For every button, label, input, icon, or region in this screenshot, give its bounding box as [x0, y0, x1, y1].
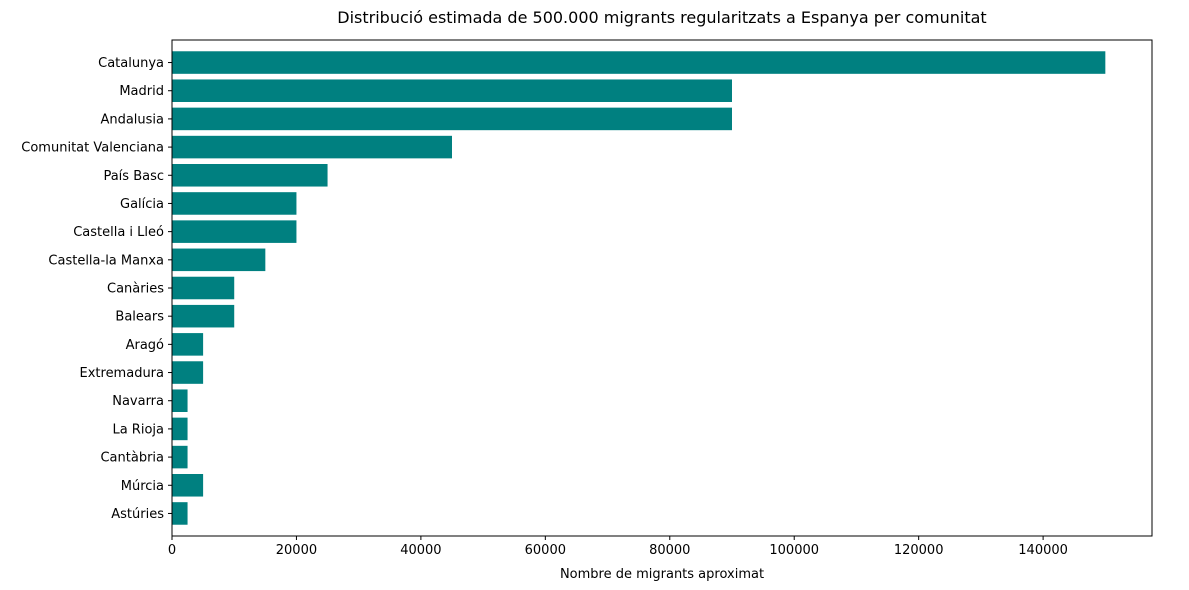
x-axis-ticks: 0 20000 40000 60000 80000 100000 120000 140000: [168, 536, 1068, 558]
plot-frame: [171, 39, 1153, 537]
bar: [172, 502, 188, 525]
y-tick-label: Canàries: [107, 282, 164, 297]
bar: [172, 220, 297, 243]
y-tick-label: Madrid: [119, 84, 164, 99]
bar: [172, 164, 328, 187]
bar: [172, 333, 204, 356]
x-tick-label: 20000: [276, 543, 317, 558]
y-tick-label: País Basc: [103, 169, 164, 184]
bar: [172, 474, 204, 497]
bar: [172, 248, 266, 272]
bar: [172, 304, 235, 328]
chart-title: Distribució estimada de 500.000 migrants…: [337, 8, 986, 27]
bar: [172, 361, 204, 384]
bar: [172, 389, 188, 412]
x-tick-label: 80000: [649, 543, 690, 558]
x-tick-label: 100000: [769, 543, 819, 558]
x-tick-label: 140000: [1018, 543, 1068, 558]
x-tick-label: 0: [168, 543, 176, 558]
bar: [172, 51, 1106, 74]
y-tick-label: Comunitat Valenciana: [21, 141, 164, 156]
x-tick-label: 60000: [525, 543, 566, 558]
y-tick-label: Andalusia: [100, 112, 164, 127]
bar: [172, 79, 732, 102]
bar: [172, 192, 297, 215]
bars-group: [172, 51, 1106, 525]
y-tick-label: La Rioja: [112, 422, 164, 437]
x-axis-title: Nombre de migrants aproximat: [560, 567, 764, 582]
y-tick-label: Castella i Lleó: [73, 225, 164, 240]
bar: [172, 445, 188, 469]
x-tick-label: 120000: [894, 543, 944, 558]
y-tick-label: Extremadura: [80, 366, 165, 381]
y-tick-label: Múrcia: [121, 479, 164, 494]
y-tick-label: Navarra: [112, 394, 164, 409]
bar: [172, 135, 452, 159]
y-tick-label: Catalunya: [98, 56, 164, 71]
y-tick-label: Aragó: [126, 338, 164, 353]
bar: [172, 276, 235, 300]
y-tick-label: Galícia: [120, 197, 164, 212]
y-tick-label: Astúries: [111, 507, 164, 522]
bar: [172, 107, 732, 131]
y-axis-ticks: Catalunya Madrid Andalusia Comunitat Valenc…: [21, 56, 172, 522]
x-tick-label: 40000: [400, 543, 441, 558]
bar: [172, 417, 188, 441]
y-tick-label: Balears: [115, 310, 164, 325]
y-tick-label: Castella-la Manxa: [48, 253, 164, 268]
y-tick-label: Cantàbria: [100, 451, 164, 466]
